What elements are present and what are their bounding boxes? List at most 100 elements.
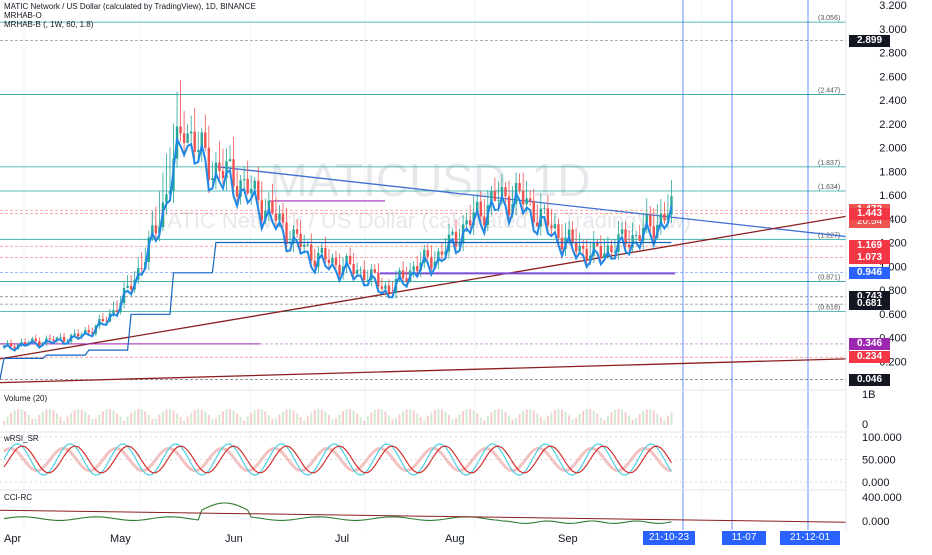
volume-bar	[649, 409, 652, 425]
candle-body	[599, 245, 603, 258]
volume-bar	[575, 418, 578, 425]
volume-bar	[48, 409, 51, 425]
volume-bar	[151, 418, 154, 425]
candle-body	[331, 257, 334, 264]
volume-bar	[193, 410, 196, 425]
fib-level-label: (1.837)	[818, 160, 840, 167]
volume-bar	[200, 409, 203, 425]
lower-trendline	[0, 358, 847, 384]
volume-bar	[557, 409, 560, 425]
candle-body	[405, 278, 408, 282]
candle-body	[613, 251, 617, 253]
candle-body	[179, 126, 182, 134]
volume-bar	[447, 415, 450, 425]
candle-body	[324, 247, 327, 260]
wrsi-pane	[0, 431, 846, 483]
candle-body	[553, 224, 557, 229]
volume-bar	[20, 409, 23, 425]
candle-body	[670, 196, 673, 215]
candle-body	[620, 229, 624, 235]
candle-body	[366, 279, 369, 281]
candle-body	[334, 257, 338, 265]
volume-bar	[455, 418, 458, 425]
volume-bar	[10, 412, 13, 425]
volume-bar	[564, 411, 567, 425]
volume-bar	[123, 420, 126, 425]
volume-bar	[656, 413, 659, 425]
volume-bar	[624, 411, 627, 425]
volume-bar	[108, 409, 111, 425]
volume-bar	[532, 410, 535, 425]
volume-bar	[183, 420, 186, 425]
volume-bar	[98, 414, 101, 425]
volume-bar	[642, 410, 645, 425]
volume-bar	[596, 413, 599, 425]
volume-bar	[621, 409, 624, 425]
candle-body	[596, 242, 599, 246]
volume-bar	[663, 420, 666, 425]
volume-bar	[229, 409, 232, 425]
cci-trendline	[0, 509, 847, 523]
volume-bar	[659, 417, 662, 425]
volume-bar	[168, 409, 171, 425]
candle-body	[80, 334, 83, 337]
candle-body	[112, 310, 115, 314]
volume-bar	[130, 412, 133, 425]
candle-body	[627, 244, 631, 248]
wrsi-signal-line	[3, 445, 673, 474]
candle-body	[9, 343, 13, 347]
volume-bar	[352, 410, 355, 425]
volume-bar	[578, 414, 581, 425]
candle-body	[571, 229, 574, 243]
time-axis-label: May	[110, 533, 131, 545]
volume-bar	[490, 412, 493, 425]
volume-bar	[161, 411, 164, 425]
volume-bar	[45, 409, 48, 425]
volume-bar	[430, 412, 433, 425]
candle-body	[281, 213, 285, 223]
candle-body	[327, 259, 331, 264]
volume-bar	[94, 418, 97, 425]
candle-body	[228, 159, 232, 162]
candle-body	[352, 263, 355, 274]
volume-bar	[377, 409, 380, 425]
candle-body	[468, 220, 472, 226]
volume-bar	[3, 421, 5, 425]
candle-body	[387, 285, 391, 293]
watermark-symbol: MATICUSD, 1D	[269, 154, 590, 206]
candle-body	[567, 229, 571, 238]
cci-line	[3, 502, 672, 524]
volume-bar	[281, 411, 284, 425]
volume-bar	[525, 409, 528, 425]
candle-body	[76, 333, 80, 337]
candle-body	[197, 150, 200, 152]
price-tick-label: 3.200	[879, 0, 907, 12]
price-tag: 2.899	[849, 34, 890, 47]
candle-body	[557, 224, 560, 238]
candle-body	[585, 248, 588, 261]
volume-bar	[260, 409, 263, 425]
volume-bar	[211, 419, 214, 425]
volume-bar	[271, 419, 274, 425]
volume-bar	[613, 409, 616, 425]
candle-body	[359, 269, 362, 271]
volume-bar	[504, 411, 507, 425]
volume-bar	[140, 409, 143, 425]
volume-bar	[80, 409, 83, 425]
volume-bar	[310, 412, 313, 425]
candle-body	[444, 251, 447, 255]
volume-bar	[334, 418, 337, 425]
candle-body	[338, 264, 341, 276]
volume-bar	[154, 418, 157, 425]
volume-bar	[327, 415, 330, 425]
volume-bar	[628, 415, 631, 425]
volume-bar	[486, 416, 489, 425]
time-axis-label: Apr	[4, 533, 22, 545]
volume-bar	[342, 411, 345, 425]
candle-body	[493, 191, 497, 201]
chart-title: MATIC Network / US Dollar (calculated by…	[4, 2, 256, 11]
candle-body	[13, 346, 16, 349]
